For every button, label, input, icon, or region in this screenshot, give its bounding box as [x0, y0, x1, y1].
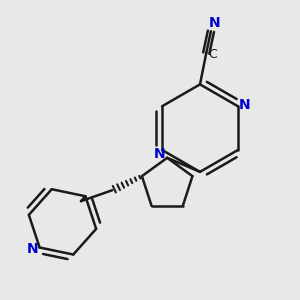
Text: N: N [208, 16, 220, 30]
Text: N: N [154, 147, 165, 161]
Text: C: C [208, 48, 217, 61]
Text: N: N [27, 242, 38, 256]
Text: N: N [239, 98, 250, 112]
